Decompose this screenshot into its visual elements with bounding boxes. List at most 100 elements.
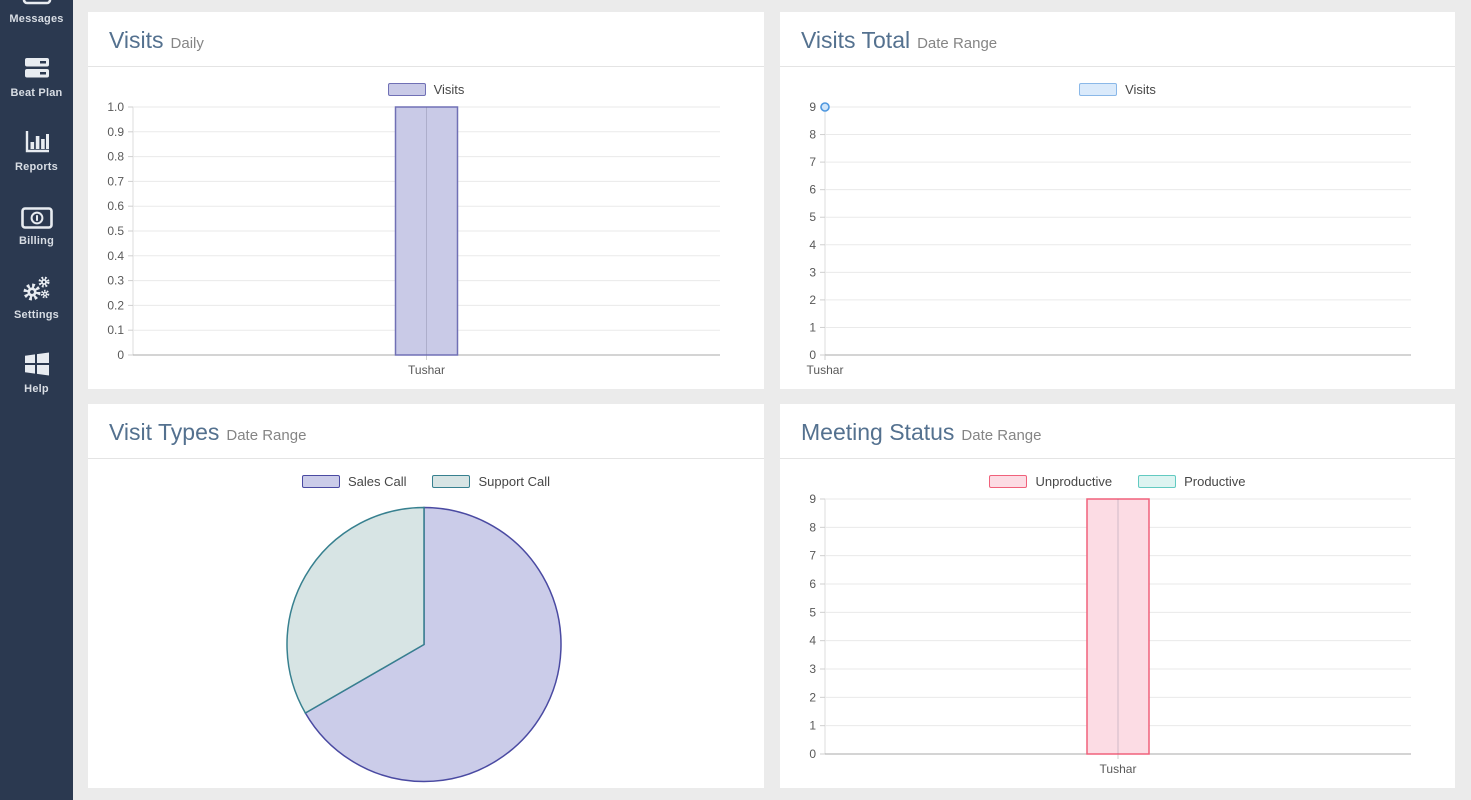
panel-title: Visits <box>109 27 164 53</box>
chart-legend: Sales Call Support Call <box>89 473 763 489</box>
messages-icon <box>22 0 52 7</box>
svg-text:0.4: 0.4 <box>107 249 124 263</box>
sidebar-item-beat-plan[interactable]: Beat Plan <box>0 53 73 99</box>
legend-label: Support Call <box>478 473 551 489</box>
sidebar: Messages Beat Plan Reports <box>0 0 73 800</box>
meeting-status-chart-svg: 0 1 2 3 4 5 6 7 8 9 Tushar <box>809 492 1411 776</box>
svg-text:Tushar: Tushar <box>1100 762 1137 776</box>
legend-item-visits: Visits <box>1079 82 1156 97</box>
sidebar-item-label: Billing <box>18 235 54 247</box>
svg-text:2: 2 <box>809 690 816 704</box>
visit-types-chart: Sales Call Support Call <box>88 459 764 788</box>
sidebar-item-help[interactable]: Help <box>0 349 73 395</box>
svg-text:Tushar: Tushar <box>408 363 445 377</box>
sidebar-item-settings[interactable]: Settings <box>0 275 73 321</box>
panel-title: Visits Total <box>801 27 911 53</box>
svg-text:4: 4 <box>809 634 816 648</box>
svg-text:1.0: 1.0 <box>107 101 124 114</box>
legend-item-unproductive: Unproductive <box>989 474 1112 489</box>
svg-text:5: 5 <box>809 605 816 619</box>
svg-text:0: 0 <box>809 747 816 761</box>
svg-text:0: 0 <box>809 348 816 362</box>
legend-item-productive: Productive <box>1138 473 1246 489</box>
svg-text:3: 3 <box>809 265 816 279</box>
svg-text:0.5: 0.5 <box>107 224 124 238</box>
visits-total-chart: Visits 0 1 2 3 4 5 6 7 8 9 Tushar <box>780 67 1455 389</box>
svg-text:0.6: 0.6 <box>107 199 124 213</box>
settings-icon <box>21 275 53 303</box>
svg-text:0: 0 <box>117 348 124 362</box>
svg-text:6: 6 <box>809 577 816 591</box>
svg-text:1: 1 <box>809 719 816 733</box>
sidebar-item-label: Reports <box>15 161 58 173</box>
panel-title: Visit Types <box>109 419 220 445</box>
svg-text:0.8: 0.8 <box>107 150 124 164</box>
panel-subtitle: Date Range <box>226 427 307 444</box>
visits-daily-chart-svg: 0 0.1 0.2 0.3 0.4 0.5 0.6 0.7 0.8 0.9 1.0 Tushar <box>107 100 720 377</box>
legend-label: Visits <box>1125 81 1156 97</box>
panel-subtitle: Daily <box>170 35 204 52</box>
card-visit-types: Visit Types Date Range Sales Call Support … <box>88 404 764 788</box>
sidebar-item-label: Messages <box>9 13 64 25</box>
svg-text:2: 2 <box>809 293 816 307</box>
chart-canvas <box>89 493 763 788</box>
legend-swatch <box>989 474 1028 488</box>
svg-text:0.2: 0.2 <box>107 298 124 312</box>
chart-legend: Visits <box>781 81 1454 97</box>
sidebar-item-label: Beat Plan <box>10 87 63 99</box>
beat-plan-icon <box>23 53 51 81</box>
svg-text:0.9: 0.9 <box>107 125 124 139</box>
legend-swatch <box>301 474 340 488</box>
card-header: Visit Types Date Range <box>88 404 764 459</box>
meeting-status-chart: Unproductive Productive 0 1 2 3 4 5 6 7 8 9 Tushar <box>780 459 1455 788</box>
svg-text:5: 5 <box>809 210 816 224</box>
svg-text:8: 8 <box>809 520 816 534</box>
visits-daily-chart: Visits 0 0.1 0.2 0.3 0.4 0.5 0.6 0.7 0.8 0.9 1.0 Tu… <box>88 67 764 389</box>
card-visits-daily: Visits Daily Visits 0 0.1 0.2 0.3 0.4 0.5 0.6 0.… <box>88 12 764 389</box>
legend-label: Productive <box>1184 473 1246 489</box>
legend-swatch <box>432 474 471 488</box>
svg-text:8: 8 <box>809 128 816 142</box>
legend-label: Sales Call <box>347 473 407 489</box>
legend-swatch <box>1079 82 1118 96</box>
legend-item-visits: Visits <box>387 81 465 97</box>
legend-swatch <box>387 82 426 96</box>
svg-text:0.3: 0.3 <box>107 274 124 288</box>
svg-text:Tushar: Tushar <box>807 363 844 377</box>
card-header: Meeting Status Date Range <box>780 404 1455 459</box>
sidebar-item-billing[interactable]: Billing <box>0 201 73 247</box>
sidebar-item-label: Settings <box>14 309 59 321</box>
chart-canvas: 0 1 2 3 4 5 6 7 8 9 Tushar <box>781 100 1454 389</box>
sidebar-item-label: Help <box>24 383 49 395</box>
svg-text:9: 9 <box>809 101 816 114</box>
svg-text:4: 4 <box>809 238 816 252</box>
legend-label: Unproductive <box>1035 473 1113 489</box>
visit-types-chart-svg <box>286 506 562 783</box>
dashboard-grid: Visits Daily Visits 0 0.1 0.2 0.3 0.4 0.5 0.6 0.… <box>73 0 1471 800</box>
reports-icon <box>23 127 51 155</box>
legend-label: Visits <box>433 81 465 97</box>
legend-item-sales-call: Sales Call <box>301 473 407 489</box>
svg-text:7: 7 <box>809 549 816 563</box>
svg-text:0.1: 0.1 <box>107 323 124 337</box>
svg-text:0.7: 0.7 <box>107 174 124 188</box>
card-header: Visits Total Date Range <box>780 12 1455 67</box>
svg-text:1: 1 <box>809 320 816 334</box>
panel-title: Meeting Status <box>801 419 955 445</box>
card-visits-total: Visits Total Date Range Visits 0 1 2 3 4 5 6 7 8 9… <box>780 12 1455 389</box>
legend-item-support-call: Support Call <box>432 474 550 489</box>
chart-canvas: 0 0.1 0.2 0.3 0.4 0.5 0.6 0.7 0.8 0.9 1.0 Tushar <box>89 100 763 389</box>
chart-legend: Unproductive Productive <box>781 473 1454 489</box>
svg-text:3: 3 <box>809 662 816 676</box>
svg-text:6: 6 <box>809 183 816 197</box>
billing-icon <box>20 201 53 229</box>
svg-text:9: 9 <box>809 493 816 506</box>
sidebar-item-messages[interactable]: Messages <box>0 0 73 25</box>
chart-canvas: 0 1 2 3 4 5 6 7 8 9 Tushar <box>781 492 1454 788</box>
sidebar-item-reports[interactable]: Reports <box>0 127 73 173</box>
chart-legend: Visits <box>89 81 763 97</box>
legend-swatch <box>1138 474 1177 488</box>
panel-subtitle: Date Range <box>917 35 998 52</box>
visits-total-chart-svg: 0 1 2 3 4 5 6 7 8 9 Tushar <box>807 100 1411 377</box>
help-icon <box>23 349 51 377</box>
